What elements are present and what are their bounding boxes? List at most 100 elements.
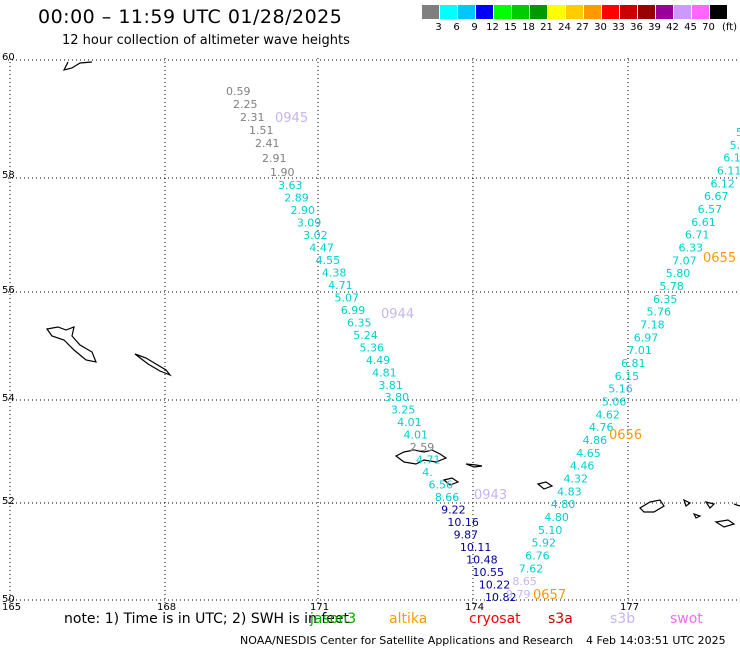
wave-height-value: 6.97 (634, 331, 659, 344)
wave-height-value: 5.16 (608, 383, 633, 396)
wave-height-value: 6.12 (710, 177, 735, 190)
legend-units: (ft) (722, 22, 738, 33)
legend-label: 18 (522, 22, 535, 33)
legend-swatch (458, 5, 475, 19)
wave-height-value: 6.99 (341, 304, 366, 317)
wave-height-value: 4.47 (309, 241, 334, 254)
coastline-kamchatka (62, 61, 93, 71)
wave-height-value: 4.55 (316, 254, 341, 267)
wave-height-value: 9.79 (506, 588, 531, 601)
wave-height-value: 4.65 (576, 447, 601, 460)
lon-tick-168: 168 (157, 602, 177, 613)
pass-time-label: 0657 (533, 588, 566, 603)
legend-label: 24 (558, 22, 571, 33)
island-medny (134, 353, 172, 377)
island-agattu (465, 463, 483, 468)
legend-swatch (638, 5, 655, 19)
legend-label: 39 (648, 22, 661, 33)
wave-height-value: 4.76 (589, 421, 614, 434)
wave-height-value: 4.46 (570, 460, 595, 473)
wave-height-value: 10.22 (479, 579, 511, 592)
wave-height-value: 2.41 (255, 137, 280, 150)
map-subtitle: 12 hour collection of altimeter wave hei… (62, 33, 350, 48)
lat-tick-56: 56 (2, 285, 15, 296)
legend-swatch (476, 5, 493, 19)
credit-text: NOAA/NESDIS Center for Satellite Applica… (240, 634, 574, 647)
legend-label: 15 (504, 22, 517, 33)
wave-height-value: 10.11 (460, 541, 492, 554)
wave-height-value: 1.90 (270, 166, 295, 179)
pass-time-label: 0655 (703, 251, 736, 266)
island-kiska (639, 499, 665, 513)
wave-height-value: 6.61 (691, 216, 716, 229)
wave-height-value: 7.18 (640, 319, 665, 332)
lon-tick-171: 171 (310, 602, 330, 613)
wave-height-value: 4.71 (328, 279, 353, 292)
lat-tick-52: 52 (2, 496, 15, 507)
wave-height-value: 5.92 (532, 537, 557, 550)
legend-swatch (512, 5, 529, 19)
legend-label: 3 (435, 22, 442, 33)
wave-height-value: 6.76 (525, 550, 550, 563)
legend-swatch (530, 5, 547, 19)
island-bering (45, 326, 97, 363)
wave-height-value: 8.65 (512, 575, 537, 588)
sat-label-s3a: s3a (548, 611, 573, 627)
wave-height-value: 6.81 (621, 357, 646, 370)
wave-height-value: 2.90 (291, 204, 316, 217)
wave-height-value: 4.80 (551, 498, 576, 511)
island-rat-2 (692, 512, 702, 519)
sat-label-jason3: jason3 (310, 611, 357, 627)
wave-height-value: 5.24 (353, 329, 378, 342)
sat-label-altika: altika (389, 611, 428, 627)
wave-height-value: 3.09 (297, 216, 322, 229)
wave-height-value: 8.66 (435, 491, 460, 504)
pass-time-label: 0943 (474, 488, 507, 503)
lat-tick-58: 58 (2, 170, 15, 181)
wave-height-value: 3.63 (278, 179, 303, 192)
wave-height-value: 10.55 (472, 566, 504, 579)
wave-height-value: 6.67 (704, 190, 729, 203)
legend-swatch (656, 5, 673, 19)
legend-label: 12 (486, 22, 499, 33)
island-rat-4 (714, 519, 736, 528)
wave-height-value: 2.31 (240, 111, 265, 124)
sat-label-cryosat: cryosat (469, 611, 521, 627)
legend-swatch (440, 5, 457, 19)
wave-height-value: 5.78 (659, 280, 684, 293)
legend-label: 9 (471, 22, 478, 33)
legend-swatch (620, 5, 637, 19)
wave-height-value: 9.22 (441, 504, 466, 517)
wave-height-value: 5.36 (360, 341, 385, 354)
wave-height-value: 2.59 (410, 441, 435, 454)
wave-height-value: 4.49 (366, 354, 391, 367)
wave-height-value: 7.62 (519, 562, 544, 575)
island-semichi (442, 477, 460, 486)
wave-height-value: 4.62 (595, 408, 620, 421)
wave-height-value: 5.76 (647, 306, 672, 319)
island-buldir (536, 481, 554, 490)
wave-height-value: 6.10 (723, 152, 740, 165)
legend-label: 70 (702, 22, 715, 33)
wave-height-value: 5.07 (334, 291, 359, 304)
wave-height-value: 10.48 (466, 554, 498, 567)
legend-swatch (566, 5, 583, 19)
lat-tick-60: 60 (2, 52, 15, 63)
wave-height-value: 1.51 (249, 124, 274, 137)
pass-time-label: 0944 (381, 307, 414, 322)
wave-height-value: 3.02 (303, 229, 328, 242)
legend-label: 30 (594, 22, 607, 33)
legend-swatch (584, 5, 601, 19)
wave-height-value: 6.56 (429, 479, 454, 492)
island-rat-3 (704, 501, 716, 509)
lat-tick-50: 50 (2, 594, 15, 605)
lon-tick-165: 165 (2, 602, 22, 613)
legend-label: 33 (612, 22, 625, 33)
legend-swatch (422, 5, 439, 19)
island-attu (394, 449, 448, 465)
wave-height-value: 2.25 (233, 98, 258, 111)
island-rat-5 (733, 503, 740, 507)
pass-time-label: 0945 (275, 111, 308, 126)
pass-time-label: 0656 (609, 428, 642, 443)
